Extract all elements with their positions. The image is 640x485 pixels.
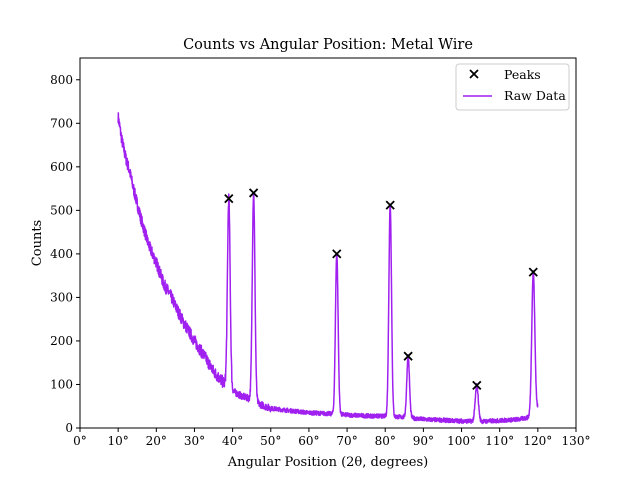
x-tick-label: 80° — [375, 434, 396, 448]
x-axis-label: Angular Position (2θ, degrees) — [227, 455, 428, 470]
x-axis: 0° 10° 20° 30° 40° 50° 60° 70° 80° 90° 100° 110° 120… — [73, 428, 590, 448]
x-tick-label: 20° — [146, 434, 167, 448]
legend-peaks-marker — [469, 69, 479, 79]
peak-marker — [385, 200, 395, 210]
axes-frame — [79, 57, 577, 429]
x-tick-label: 0° — [73, 434, 87, 448]
chart-title: Counts vs Angular Position: Metal Wire — [183, 37, 473, 53]
x-tick-label: 30° — [184, 434, 205, 448]
y-axis-label: Counts — [30, 220, 45, 266]
peak-marker — [403, 351, 413, 361]
y-tick-label: 200 — [50, 334, 73, 348]
legend-label-peaks: Peaks — [504, 67, 541, 82]
y-tick-label: 600 — [50, 160, 73, 174]
y-axis: 0 100 200 300 400 500 600 700 800 — [50, 73, 80, 435]
legend-label-raw-data: Raw Data — [504, 88, 566, 103]
x-tick-label: 70° — [336, 434, 357, 448]
peak-marker — [472, 380, 482, 390]
peak-marker — [248, 188, 259, 198]
plot-area — [117, 112, 539, 425]
legend-box — [455, 63, 570, 111]
y-tick-label: 100 — [50, 377, 73, 391]
x-tick-label: 130° — [562, 434, 591, 448]
x-tick-label: 60° — [298, 434, 319, 448]
x-tick-label: 120° — [523, 434, 552, 448]
legend: Peaks Raw Data — [455, 63, 570, 111]
x-tick-label: 90° — [413, 434, 434, 448]
y-tick-label: 0 — [65, 421, 73, 435]
y-tick-label: 400 — [50, 247, 73, 261]
y-tick-label: 300 — [50, 290, 73, 304]
raw-data-line — [117, 112, 539, 425]
x-tick-label: 110° — [485, 434, 514, 448]
x-tick-label: 40° — [222, 434, 243, 448]
x-tick-label: 50° — [260, 434, 281, 448]
x-tick-label: 100° — [447, 434, 476, 448]
peak-marker — [224, 193, 234, 204]
x-tick-label: 10° — [108, 434, 129, 448]
y-tick-label: 500 — [50, 203, 73, 217]
peak-marker — [528, 267, 538, 277]
y-tick-label: 700 — [50, 116, 73, 130]
y-tick-label: 800 — [50, 73, 73, 87]
peak-marker — [332, 249, 342, 259]
